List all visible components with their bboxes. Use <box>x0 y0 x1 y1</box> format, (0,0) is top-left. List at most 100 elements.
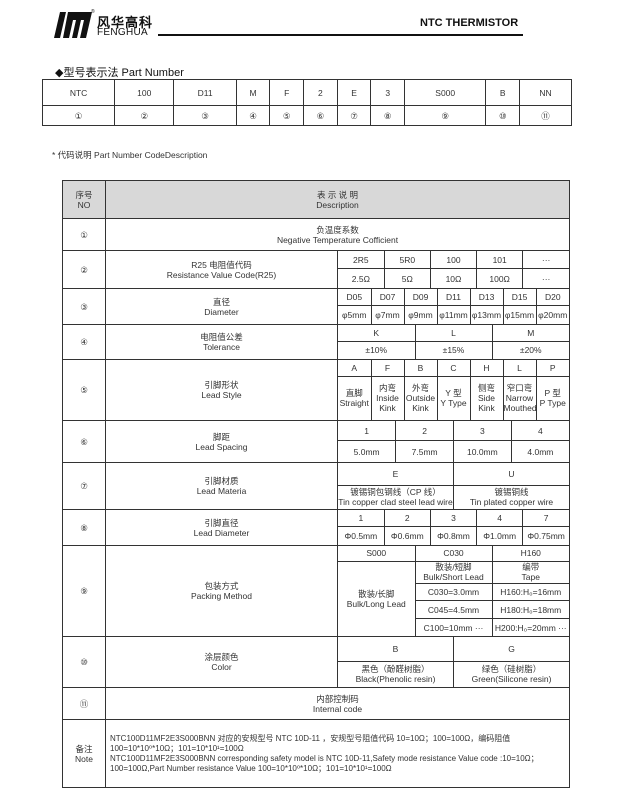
value-cell: 5.0mm <box>338 440 397 462</box>
value-cell: 100Ω <box>476 268 524 288</box>
code-cell: P <box>536 360 569 377</box>
part-code-cell: 100 <box>114 79 175 106</box>
value-cell: 窄口弯 Narrow Mouthed <box>503 376 537 420</box>
code-cell: L <box>503 360 537 377</box>
value-cell: Φ1.0mm <box>476 526 524 545</box>
value-cell: 外弯 Outside Kink <box>404 376 438 420</box>
part-code-cell: 3 <box>370 79 406 106</box>
table-header-row: 序号 NO 表 示 说 明 Description <box>62 180 570 219</box>
code-cell: D07 <box>371 289 405 307</box>
row-3: ③ 直径 Diameter D05 D07 D09 D11 D13 D15 D20 φ5mm φ7… <box>62 288 570 325</box>
code-cell: F <box>371 360 405 377</box>
code-cell: 2 <box>395 421 454 442</box>
value-cell: Φ0.75mm <box>527 531 565 542</box>
row-5: ⑤ 引脚形状 Lead Style A F B C H L P 直脚 Straight 内弯 Insi… <box>62 359 570 421</box>
code-cell: 3 <box>430 510 478 528</box>
r4-value-grid: K L M ±10% ±15% ±20% <box>338 325 569 359</box>
part-index-cell: ⑪ <box>519 105 572 126</box>
value-cell: φ11mm <box>437 305 471 324</box>
value-cell: 镀锡铜包钢线（CP 线） Tin copper clad steel lead w… <box>338 485 454 509</box>
fenghua-logo <box>54 12 92 38</box>
part-index-cell: ⑦ <box>336 105 372 126</box>
part-code-cell: S000 <box>404 79 487 106</box>
value-cell: 7.5mm <box>395 440 454 462</box>
code-cell: M <box>492 325 569 342</box>
code-cell: D11 <box>437 289 471 307</box>
value-cell: 10.0mm <box>453 440 512 462</box>
part-code-cell: NN <box>519 79 572 106</box>
r10-value-grid: B G 黑色（酚醛树脂） Black(Phenolic resin) 绿色（硅树脂） Gr… <box>338 637 569 687</box>
part-index-cell: ⑤ <box>269 105 305 126</box>
registered-mark: ® <box>91 9 95 15</box>
row-4: ④ 电阻值公差 Tolerance K L M ±10% ±15% ±20% <box>62 324 570 360</box>
page-title: NTC THERMISTOR <box>420 17 519 29</box>
code-cell: D13 <box>470 289 504 307</box>
value-cell: 5Ω <box>384 268 431 288</box>
header-rule <box>158 34 523 36</box>
part-index-cell: ① <box>41 105 116 126</box>
r6-value-grid: 1 2 3 4 5.0mm 7.5mm 10.0mm 4.0mm <box>338 421 569 462</box>
code-cell: D09 <box>404 289 438 307</box>
code-cell: K <box>338 325 416 342</box>
code-cell: 4 <box>476 510 524 528</box>
value-cell: φ20mm <box>538 310 568 321</box>
part-index-cell: ⑩ <box>485 105 521 126</box>
part-code-cell: E <box>336 79 372 106</box>
value-cell: ±15% <box>415 341 493 359</box>
r3-value-grid: D05 D07 D09 D11 D13 D15 D20 φ5mm φ7mm φ9mm φ11mm φ1… <box>338 289 569 324</box>
value-cell: 内弯 Inside Kink <box>371 376 405 420</box>
value-cell: φ13mm <box>470 305 504 324</box>
code-description-label: * 代码说明 Part Number CodeDescription <box>52 150 208 160</box>
code-cell: D15 <box>503 289 537 307</box>
code-cell: 7 <box>522 510 569 528</box>
note-text: NTC100D11MF2E3S000BNN 对应的安规型号 NTC 10D-11… <box>105 719 570 788</box>
value-cell: 黑色（酚醛树脂） Black(Phenolic resin) <box>338 661 454 687</box>
value-cell: 直脚 Straight <box>338 376 372 420</box>
row-6: ⑥ 脚距 Lead Spacing 1 2 3 4 5.0mm 7.5mm 10.0mm 4.0… <box>62 420 570 463</box>
value-cell: Φ0.6mm <box>384 526 431 545</box>
code-cell: C <box>437 360 471 377</box>
code-cell: 1 <box>338 510 385 528</box>
value-cell: Φ0.5mm <box>338 526 385 545</box>
value-cell: ±10% <box>338 341 416 359</box>
value-cell: ±20% <box>519 345 542 356</box>
code-cell: D05 <box>338 289 372 307</box>
note-row: 备注 Note NTC100D11MF2E3S000BNN 对应的安规型号 NTC… <box>62 719 570 788</box>
value-cell: φ7mm <box>371 305 405 324</box>
value-cell: φ9mm <box>404 305 438 324</box>
row-10: ⑩ 涂层颜色 Color B G 黑色（酚醛树脂） Black(Phenolic res… <box>62 636 570 688</box>
row-11: ⑪ 内部控制码 Internal code <box>62 687 570 720</box>
code-cell: B <box>338 637 454 662</box>
part-code-cell: NTC <box>41 79 116 106</box>
row-7: ⑦ 引脚材质 Lead Materia E U 镀锡铜包钢线（CP 线） Tin cop… <box>62 462 570 510</box>
code-cell: 1 <box>338 421 397 442</box>
header-no: 序号 NO <box>62 180 106 219</box>
packing-grid: S000 C030 H160 散装/长脚 Bulk/Long Lead 散装/短脚… <box>338 546 569 636</box>
part-code-cell: F <box>269 79 305 106</box>
code-cell: 2R5 <box>338 251 385 270</box>
code-cell: U <box>453 463 569 486</box>
code-cell: G <box>453 637 569 662</box>
part-number-heading: ◆型号表示法 Part Number <box>55 67 184 79</box>
header-description: 表 示 说 明 Description <box>105 180 570 219</box>
value-cell: 侧弯 Side Kink <box>470 376 504 420</box>
part-index-cell: ④ <box>235 105 271 126</box>
brand-name-en: FENGHUA <box>97 27 148 38</box>
r7-value-grid: E U 镀锡铜包钢线（CP 线） Tin copper clad steel lead… <box>338 463 569 509</box>
code-cell: ··· <box>522 251 569 270</box>
value-cell: Φ0.8mm <box>430 526 478 545</box>
code-cell: 101 <box>476 251 524 270</box>
code-description-table: 序号 NO 表 示 说 明 Description ① 负温度系数 Negative … <box>62 180 570 788</box>
part-index-cell: ⑥ <box>303 105 338 126</box>
code-cell: D20 <box>536 289 569 307</box>
r2-value-grid: 2R5 5R0 100 101 ··· 2.5Ω 5Ω 10Ω 100Ω ··· <box>338 251 569 288</box>
value-cell: φ15mm <box>503 305 537 324</box>
part-code-cell: D11 <box>173 79 237 106</box>
part-index-cell: ③ <box>173 105 237 126</box>
code-cell: E <box>338 463 454 486</box>
part-index-cell: ② <box>114 105 175 126</box>
r5-value-grid: A F B C H L P 直脚 Straight 内弯 Inside Kink 外弯 Outside … <box>338 360 569 420</box>
part-index-cell: ⑨ <box>404 105 487 126</box>
